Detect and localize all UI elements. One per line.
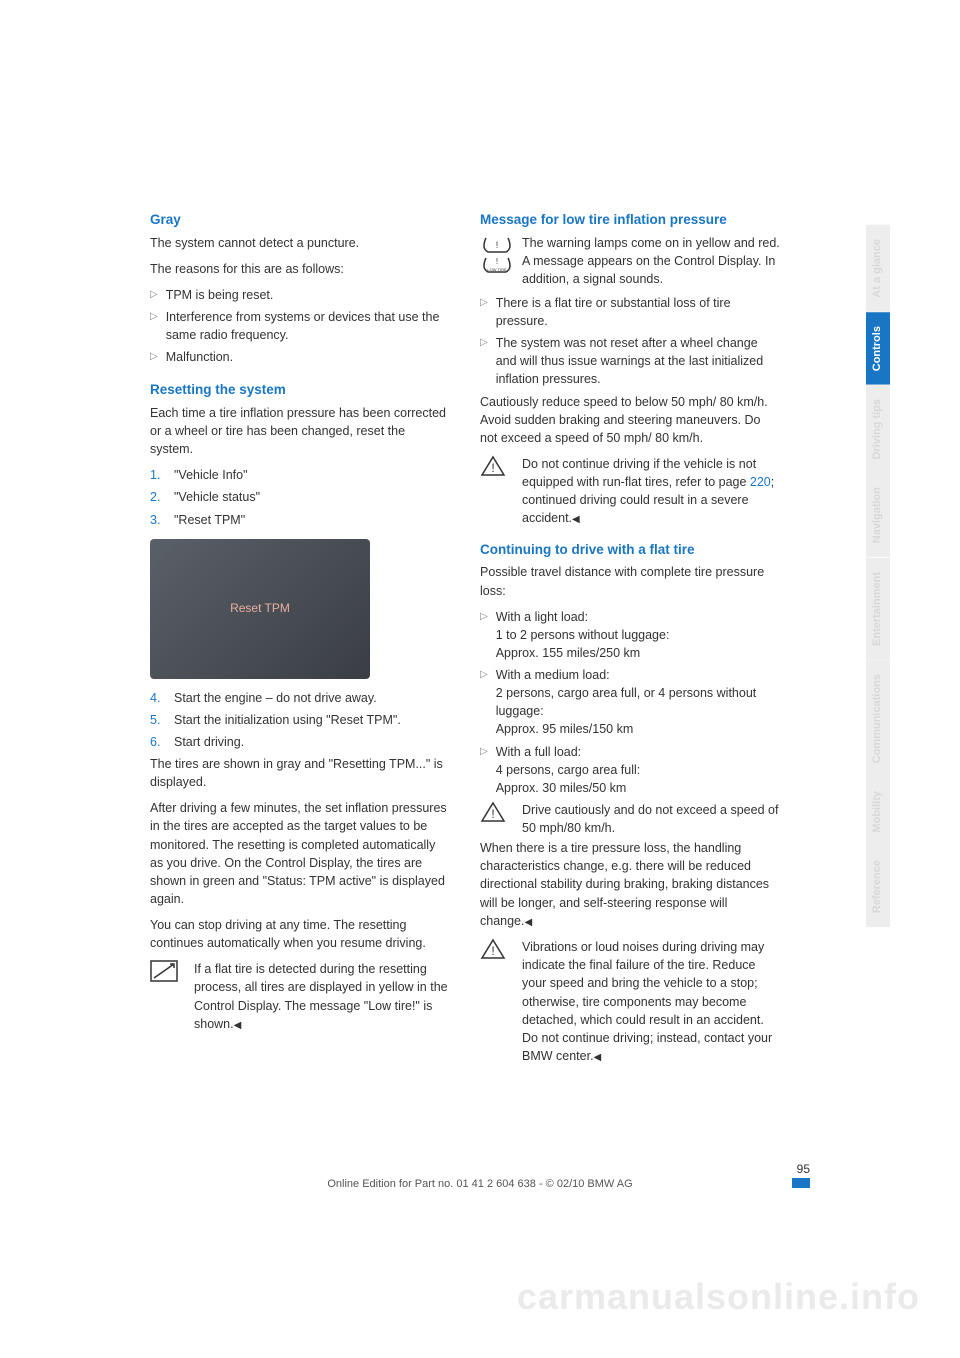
- list-item: 5. Start the initialization using "Reset …: [150, 711, 450, 729]
- svg-text:!: !: [491, 807, 494, 821]
- text: With a full load:4 persons, cargo area f…: [496, 743, 641, 797]
- text: Start the initialization using "Reset TP…: [174, 711, 401, 729]
- heading-continuing: Continuing to drive with a flat tire: [480, 540, 780, 560]
- warning-icon: !: [480, 801, 514, 837]
- svg-text:!: !: [496, 257, 498, 266]
- triangle-icon: ▷: [150, 288, 158, 304]
- svg-text:!: !: [496, 240, 499, 250]
- note-box: If a flat tire is detected during the re…: [150, 960, 450, 1033]
- warning-icon: !: [480, 455, 514, 528]
- note-text: If a flat tire is detected during the re…: [194, 960, 450, 1033]
- footer-text: Online Edition for Part no. 01 41 2 604 …: [150, 1178, 810, 1190]
- list-item: ▷ TPM is being reset.: [150, 286, 450, 304]
- step-number: 6.: [150, 733, 164, 751]
- triangle-icon: ▷: [480, 610, 488, 662]
- text: Each time a tire inflation pressure has …: [150, 404, 450, 458]
- text: Possible travel distance with complete t…: [480, 563, 780, 599]
- list-item: ▷The system was not reset after a wheel …: [480, 334, 780, 388]
- text: You can stop driving at any time. The re…: [150, 916, 450, 952]
- page-content: Gray The system cannot detect a puncture…: [150, 210, 810, 1071]
- section-tabs: At a glance Controls Driving tips Naviga…: [866, 225, 890, 928]
- list-item: 1. "Vehicle Info": [150, 466, 450, 484]
- list-item: 6. Start driving.: [150, 733, 450, 751]
- triangle-icon: ▷: [480, 336, 488, 388]
- tab-mobility[interactable]: Mobility: [866, 777, 890, 847]
- text: "Vehicle status": [174, 488, 260, 506]
- warning-box: ! Drive cautiously and do not exceed a s…: [480, 801, 780, 837]
- text: The tires are shown in gray and "Resetti…: [150, 755, 450, 791]
- left-column: Gray The system cannot detect a puncture…: [150, 210, 450, 1071]
- image-label: Reset TPM: [230, 600, 290, 617]
- tab-navigation[interactable]: Navigation: [866, 473, 890, 557]
- text: TPM is being reset.: [166, 286, 274, 304]
- warning-text: Do not continue driving if the vehicle i…: [522, 455, 780, 528]
- note-icon: [150, 960, 186, 1033]
- tpm-warning-icon: ! ! LOW TIRE: [480, 234, 514, 288]
- triangle-icon: ▷: [480, 296, 488, 330]
- svg-text:!: !: [491, 461, 494, 475]
- step-number: 1.: [150, 466, 164, 484]
- tab-driving-tips[interactable]: Driving tips: [866, 385, 890, 474]
- heading-gray: Gray: [150, 210, 450, 230]
- warning-box: ! Do not continue driving if the vehicle…: [480, 455, 780, 528]
- text: The system cannot detect a puncture.: [150, 234, 450, 252]
- text: The system was not reset after a wheel c…: [496, 334, 780, 388]
- step-number: 2.: [150, 488, 164, 506]
- vehicle-status-image: Reset TPM: [150, 539, 370, 679]
- step-number: 3.: [150, 511, 164, 529]
- triangle-icon: ▷: [480, 668, 488, 739]
- right-column: Message for low tire inflation pressure …: [480, 210, 780, 1071]
- text: Malfunction.: [166, 348, 233, 366]
- page-number: 95: [797, 1162, 810, 1176]
- step-number: 5.: [150, 711, 164, 729]
- text: The reasons for this are as follows:: [150, 260, 450, 278]
- tab-reference[interactable]: Reference: [866, 846, 890, 927]
- warning-text: Vibrations or loud noises during driving…: [522, 938, 780, 1065]
- watermark: carmanualsonline.info: [517, 1276, 920, 1318]
- list-item: ▷ With a medium load:2 persons, cargo ar…: [480, 666, 780, 739]
- text: There is a flat tire or substantial loss…: [496, 294, 780, 330]
- triangle-icon: ▷: [480, 745, 488, 797]
- svg-text:LOW TIRE: LOW TIRE: [487, 267, 507, 272]
- list-item: ▷ With a light load:1 to 2 persons witho…: [480, 608, 780, 662]
- tab-controls[interactable]: Controls: [866, 312, 890, 385]
- text: Interference from systems or devices tha…: [166, 308, 450, 344]
- warning-box: ! Vibrations or loud noises during drivi…: [480, 938, 780, 1065]
- triangle-icon: ▷: [150, 310, 158, 344]
- list-item: ▷There is a flat tire or substantial los…: [480, 294, 780, 330]
- text: When there is a tire pressure loss, the …: [480, 839, 780, 930]
- list-item: 2. "Vehicle status": [150, 488, 450, 506]
- text: The warning lamps come on in yellow and …: [522, 234, 780, 288]
- tab-communications[interactable]: Communications: [866, 660, 890, 777]
- icon-text-block: ! ! LOW TIRE The warning lamps come on i…: [480, 234, 780, 288]
- text: Start the engine – do not drive away.: [174, 689, 377, 707]
- list-item: ▷ With a full load:4 persons, cargo area…: [480, 743, 780, 797]
- warning-text: Drive cautiously and do not exceed a spe…: [522, 801, 780, 837]
- tab-at-a-glance[interactable]: At a glance: [866, 225, 890, 312]
- heading-resetting: Resetting the system: [150, 380, 450, 400]
- text: Cautiously reduce speed to below 50 mph/…: [480, 393, 780, 447]
- text: "Vehicle Info": [174, 466, 248, 484]
- svg-text:!: !: [491, 944, 494, 958]
- text: With a medium load:2 persons, cargo area…: [496, 666, 780, 739]
- text: "Reset TPM": [174, 511, 245, 529]
- list-item: ▷ Malfunction.: [150, 348, 450, 366]
- page-link[interactable]: 220: [750, 475, 771, 489]
- tab-entertainment[interactable]: Entertainment: [866, 558, 890, 660]
- triangle-icon: ▷: [150, 350, 158, 366]
- step-number: 4.: [150, 689, 164, 707]
- list-item: 3. "Reset TPM": [150, 511, 450, 529]
- warning-icon: !: [480, 938, 514, 1065]
- text: With a light load:1 to 2 persons without…: [496, 608, 670, 662]
- text: After driving a few minutes, the set inf…: [150, 799, 450, 908]
- heading-message: Message for low tire inflation pressure: [480, 210, 780, 230]
- text: Start driving.: [174, 733, 244, 751]
- list-item: ▷Interference from systems or devices th…: [150, 308, 450, 344]
- list-item: 4. Start the engine – do not drive away.: [150, 689, 450, 707]
